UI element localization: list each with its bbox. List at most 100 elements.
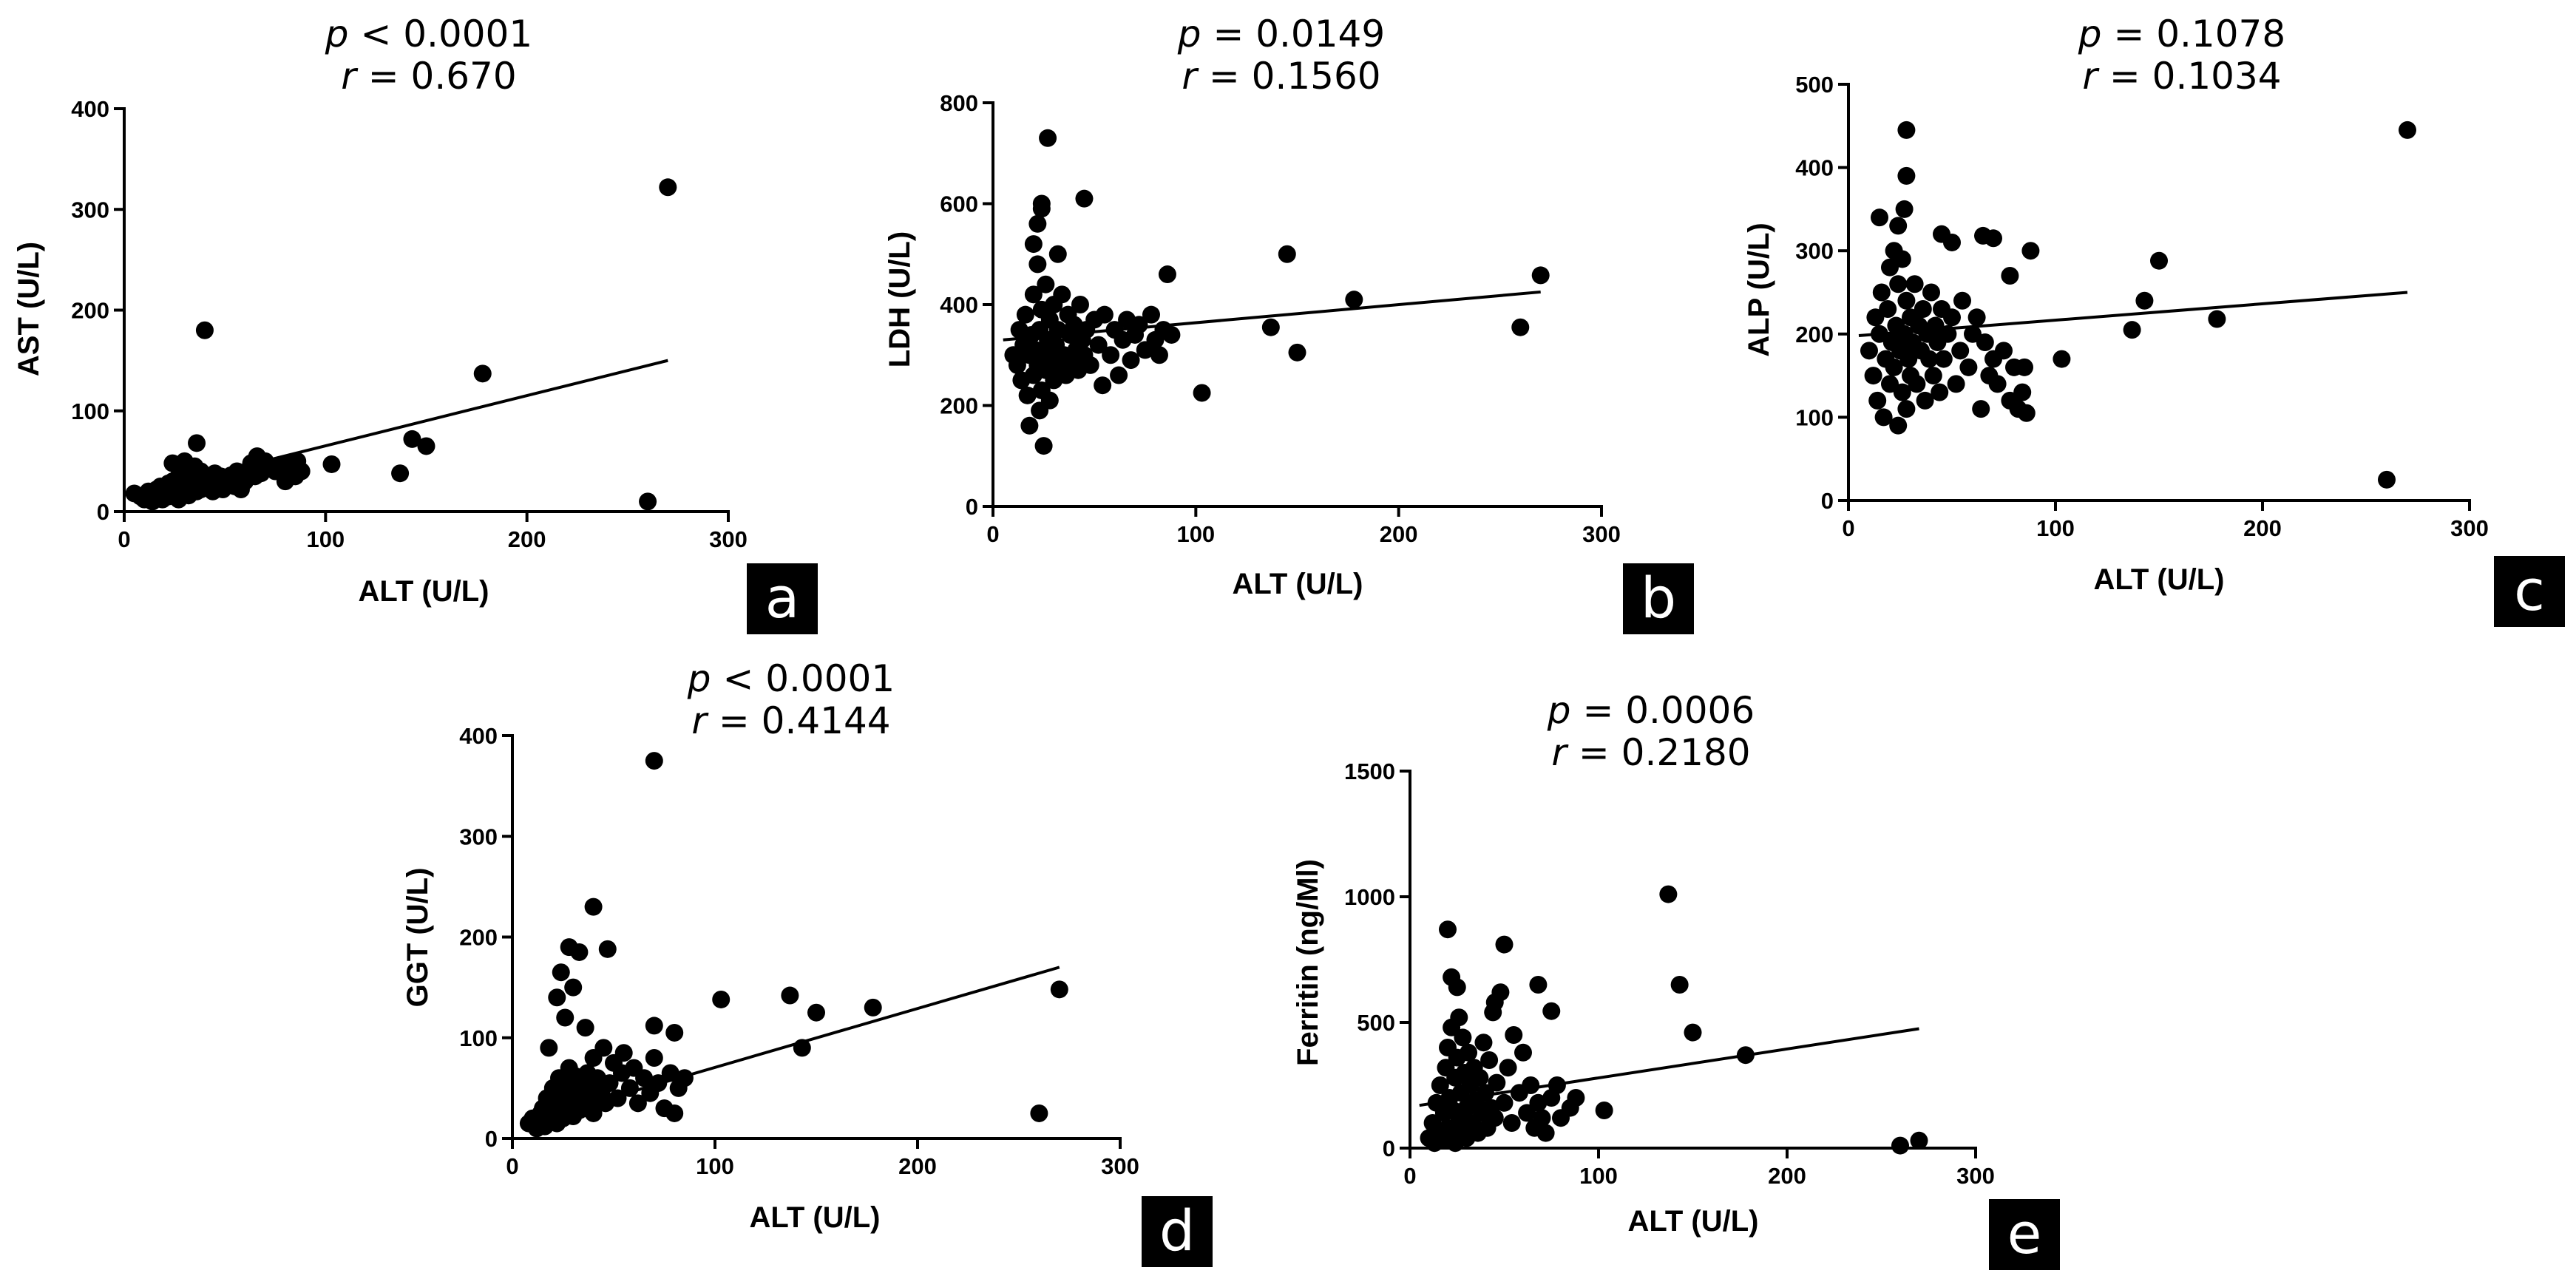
x-axis-label: ALT (U/L) (359, 575, 489, 608)
data-point (1964, 325, 1982, 343)
data-point (1454, 1028, 1472, 1047)
data-point (1518, 1104, 1536, 1122)
x-tick-label: 100 (1176, 521, 1215, 547)
data-point (1150, 346, 1168, 364)
data-point (292, 462, 311, 481)
data-point (1908, 375, 1926, 393)
data-point (2135, 291, 2154, 310)
x-tick-label: 300 (1582, 521, 1621, 547)
data-points (1420, 885, 1928, 1155)
data-points (125, 178, 677, 511)
data-point (584, 1104, 603, 1122)
data-point (556, 1008, 574, 1027)
y-tick-label: 500 (1795, 72, 1834, 98)
data-point (1988, 375, 2007, 393)
data-point (2017, 404, 2036, 422)
data-point (1959, 358, 1978, 376)
data-point (548, 988, 566, 1007)
data-point (2001, 266, 2019, 285)
data-point (1529, 976, 1548, 994)
data-point (417, 437, 435, 455)
data-point (712, 990, 731, 1008)
data-point (645, 752, 663, 770)
y-tick-label: 0 (1383, 1136, 1395, 1161)
x-axis-label: ALT (U/L) (1628, 1205, 1759, 1238)
panel-label-box (1989, 1199, 2060, 1270)
data-point (564, 978, 583, 997)
data-point (1874, 408, 1893, 427)
y-tick-label: 100 (459, 1025, 498, 1051)
y-tick-label: 1500 (1344, 759, 1395, 784)
axes: 0 100 200 300 0 200 400 600 800 (940, 90, 1621, 547)
data-point (1032, 200, 1051, 218)
x-tick-label: 0 (1842, 515, 1854, 541)
data-point (1897, 166, 1916, 185)
data-point (1889, 275, 1908, 293)
data-point (1089, 336, 1108, 354)
y-tick-label: 400 (459, 723, 498, 749)
data-point (659, 178, 677, 197)
r-value-text: r = 0.1560 (1182, 55, 1380, 98)
data-point (1048, 245, 1067, 263)
data-point (1885, 358, 1903, 376)
scatter-panel-a: p < 0.0001 r = 0.670 0 100 200 300 0 100 200 30… (13, 13, 818, 634)
data-point (1095, 305, 1114, 324)
data-point (1162, 325, 1181, 344)
data-point (1495, 1093, 1514, 1112)
regression-line (1419, 1027, 1919, 1107)
data-point (1480, 1051, 1499, 1069)
x-axis-label: ALT (U/L) (1233, 568, 1363, 600)
r-value-text: r = 0.4144 (691, 699, 890, 742)
data-point (1075, 189, 1094, 208)
y-axis-label: ALP (U/L) (1743, 223, 1775, 356)
data-point (639, 492, 657, 511)
panel-label: b (1641, 565, 1676, 631)
data-point (1889, 217, 1908, 235)
data-point (628, 1094, 647, 1113)
y-tick-label: 200 (940, 393, 978, 419)
data-point (1488, 1073, 1506, 1092)
regression-line (522, 966, 1060, 1125)
r-value-text: r = 0.1034 (2082, 55, 2281, 98)
data-point (1684, 1023, 1702, 1042)
data-point (661, 1064, 679, 1082)
data-point (540, 1039, 558, 1057)
data-point (1450, 1008, 1468, 1027)
data-point (1893, 383, 1911, 401)
axes: 0 100 200 300 0 100 200 300 400 500 (1795, 72, 2489, 541)
y-tick-label: 0 (966, 494, 978, 520)
x-tick-label: 100 (2036, 515, 2075, 541)
data-point (2016, 358, 2033, 376)
y-axis-label: GGT (U/L) (401, 868, 434, 1008)
data-point (864, 998, 882, 1017)
data-point (1947, 375, 1965, 393)
data-point (1914, 300, 1932, 319)
p-value-text: p = 0.1078 (2078, 13, 2285, 55)
data-point (322, 455, 341, 473)
axes: 0 100 200 300 0 500 1000 1500 (1344, 759, 1995, 1189)
x-tick-label: 100 (306, 526, 345, 552)
data-point (195, 321, 214, 339)
x-tick-label: 200 (2243, 515, 2282, 541)
data-point (1531, 266, 1550, 285)
data-point (1881, 258, 1899, 276)
y-tick-label: 0 (97, 499, 109, 525)
data-point (665, 1104, 684, 1122)
data-point (1897, 400, 1916, 418)
data-point (473, 364, 492, 383)
y-tick-label: 1000 (1344, 884, 1395, 910)
data-point (186, 457, 204, 475)
data-point (1934, 350, 1953, 368)
data-point (1024, 285, 1043, 304)
x-tick-label: 0 (986, 521, 999, 547)
data-point (1460, 1043, 1478, 1062)
data-point (1924, 367, 1942, 385)
data-point (1931, 383, 1949, 401)
regression-line (1003, 290, 1541, 342)
data-points (1860, 121, 2416, 489)
data-point (1922, 283, 1940, 302)
data-point (665, 1023, 684, 1042)
r-value-text: r = 0.2180 (1551, 731, 1750, 774)
data-point (1897, 291, 1916, 310)
x-axis-label: ALT (U/L) (750, 1201, 881, 1234)
